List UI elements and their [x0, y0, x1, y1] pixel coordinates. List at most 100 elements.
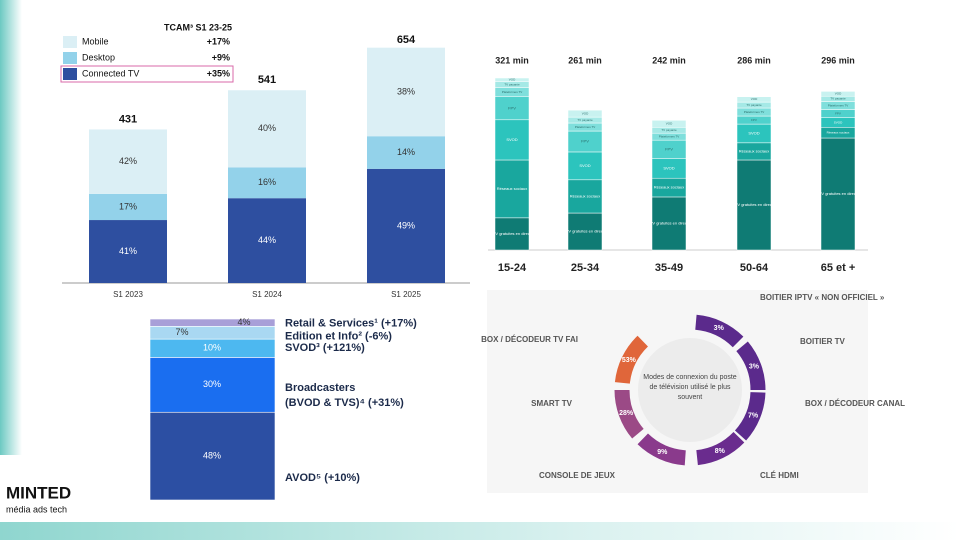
bar-segment — [494, 77, 530, 83]
bar-segment — [651, 120, 687, 128]
series-label: Edition et Info² (-6%) — [285, 331, 392, 343]
segment-label: Plateformes TV — [502, 90, 523, 94]
donut-segment — [695, 431, 745, 466]
segment-label: FPV — [665, 146, 673, 151]
bar-segment — [820, 91, 856, 97]
segment-label: VOD — [582, 111, 589, 115]
legend-title: TCAM³ S1 23-25 — [164, 22, 232, 32]
segment-label: Réseaux sociaux — [497, 186, 527, 191]
donut-segment — [734, 391, 766, 441]
segment-label: TV gratuites en direct — [650, 221, 689, 226]
bar-segment — [736, 96, 772, 103]
x-tick-label: S1 2024 — [252, 290, 282, 299]
value-label: 16% — [258, 177, 276, 187]
category-label: SMART TV — [531, 399, 573, 408]
segment-label: TV gratuites en direct — [566, 229, 605, 234]
donut-segment — [637, 433, 687, 466]
series-label: AVOD⁵ (+10%) — [285, 472, 360, 484]
segment-label: TV payante — [577, 118, 593, 122]
x-tick-label: S1 2025 — [391, 290, 421, 299]
category-label: BOX / DÉCODEUR CANAL — [805, 399, 905, 408]
legend-highlight — [60, 65, 234, 83]
category-label: BOITIER IPTV « NON OFFICIEL » — [760, 293, 885, 302]
bar-segment — [736, 159, 772, 251]
segment-label: TV gratuites en direct — [819, 191, 858, 196]
bar-segment — [89, 193, 167, 221]
total-label: 654 — [397, 34, 416, 46]
category-label: BOITIER TV — [800, 337, 846, 346]
bar-segment — [651, 196, 687, 251]
value-label: 9% — [657, 449, 668, 456]
segment-label: TV payante — [504, 82, 520, 86]
segment-label: VOD — [666, 122, 673, 126]
donut-center-title: Modes de connexion du poste de télévisio… — [643, 374, 737, 401]
segment-label: SVOD — [748, 131, 759, 136]
legend-swatch — [63, 36, 77, 48]
value-label: 30% — [203, 379, 221, 389]
segment-label: SVOD — [834, 120, 843, 124]
legend-growth: +17% — [207, 36, 230, 46]
bar-segment — [367, 168, 445, 283]
bar-segment — [567, 212, 603, 251]
segment-label: TV gratuites en direct — [493, 231, 532, 236]
legend-growth: +9% — [212, 52, 230, 62]
category-label: CLÉ HDMI — [760, 471, 799, 480]
value-label: 7% — [748, 412, 759, 419]
value-label: 17% — [119, 201, 137, 211]
value-label: 44% — [258, 235, 276, 245]
segment-label: Réseaux sociaux — [827, 130, 850, 134]
segment-label: FPV — [835, 111, 841, 115]
category-label: BOX / DÉCODEUR TV FAI — [481, 335, 578, 344]
segment-label: FPV — [581, 139, 589, 144]
segment-label: TV payante — [746, 103, 762, 107]
logo-tagline: média ads tech — [6, 504, 67, 514]
donut-segment — [614, 335, 649, 385]
segment-label: TV payante — [661, 128, 677, 132]
legend-label: Connected TV — [82, 68, 139, 78]
bar-segment — [567, 109, 603, 118]
bar-segment — [494, 159, 530, 219]
bottom-strip — [0, 522, 960, 540]
value-label: 8% — [715, 448, 726, 455]
segment-label: SVOD — [579, 163, 590, 168]
segment-label: TV payante — [830, 97, 846, 101]
bar-segment — [494, 217, 530, 251]
bar-segment — [228, 198, 306, 283]
donut-segment — [736, 341, 766, 391]
legend-label: Desktop — [82, 52, 115, 62]
x-tick-label: S1 2023 — [113, 290, 143, 299]
segment-label: Plateformes TV — [828, 103, 849, 107]
segment-label: FPV — [508, 105, 516, 110]
bar-segment — [367, 136, 445, 169]
value-label: 49% — [397, 220, 415, 230]
segment-label: VOD — [751, 97, 758, 101]
series-label: Retail & Services¹ (+17%) — [285, 318, 417, 330]
value-label: 28% — [619, 410, 634, 417]
donut-segment — [614, 389, 644, 439]
bar-segment — [89, 129, 167, 194]
series-label: Broadcasters (BVOD & TVS)⁴ (+31%) — [285, 382, 404, 409]
x-tick-label: 65 et + — [821, 262, 856, 274]
segment-label: Réseaux sociaux — [654, 185, 684, 190]
value-label: 41% — [119, 246, 137, 256]
bar-segment — [567, 151, 603, 181]
value-label: 42% — [119, 156, 137, 166]
legend-swatch — [63, 52, 77, 64]
bar-segment — [367, 47, 445, 137]
total-label: 296 min — [821, 55, 855, 65]
legend-swatch — [63, 68, 77, 80]
logo-name: MINTED — [6, 483, 71, 502]
legend-label: Mobile — [82, 36, 109, 46]
segment-label: FPV — [751, 118, 757, 122]
value-label: 38% — [397, 86, 415, 96]
x-tick-label: 15-24 — [498, 262, 527, 274]
x-tick-label: 25-34 — [571, 262, 600, 274]
total-label: 242 min — [652, 55, 686, 65]
bar-segment — [89, 220, 167, 283]
total-label: 261 min — [568, 55, 602, 65]
bar-segment — [149, 326, 276, 340]
total-label: 321 min — [495, 55, 529, 65]
segment-label: Plateformes TV — [744, 110, 765, 114]
value-label: 48% — [203, 450, 221, 460]
